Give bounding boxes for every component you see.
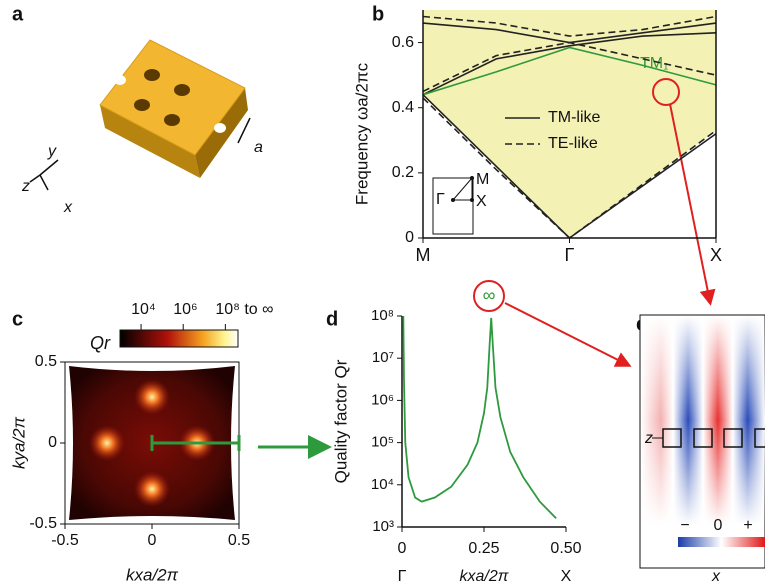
colorbar-label: + [743, 517, 752, 534]
y-tick-label: 0.4 [392, 99, 414, 116]
y-axis-label: kya/2π [9, 416, 28, 469]
colorbar-tick-label: 10⁸ to ∞ [215, 301, 273, 318]
y-tick-label: 0.2 [392, 164, 414, 181]
x-end-label: X [561, 568, 572, 585]
y-tick-label: 10⁸ [371, 307, 394, 324]
inset-label: X [476, 193, 487, 210]
y-tick-label: -0.5 [29, 515, 57, 532]
y-tick-label: 10⁶ [371, 391, 394, 408]
panel-label: c [12, 308, 23, 330]
x-tick-label: 0.5 [228, 532, 250, 549]
x-tick-label: 0 [398, 540, 407, 557]
y-tick-label: 0.5 [35, 353, 57, 370]
slab [30, 40, 250, 190]
figure: a b c d e y z x a Γ M X TM₁ z − 0 + x ∞ … [0, 0, 765, 588]
y-tick-label: 10⁵ [371, 434, 394, 451]
x-end-label: Γ [398, 568, 407, 585]
x-axis-label: kxa/2π [460, 568, 509, 585]
arrow [505, 303, 628, 365]
colorbar-label: − [680, 517, 689, 534]
panel-label: b [372, 3, 384, 25]
axis-label: x [711, 568, 721, 585]
y-axis-label: Quality factor Qr [331, 359, 350, 483]
heatmap-spot [134, 471, 170, 507]
legend-label: TM-like [548, 109, 601, 126]
legend-label: TE-like [548, 135, 598, 152]
y-tick-label: 10⁴ [371, 476, 394, 493]
axis-label: z [644, 430, 653, 447]
x-tick-label: 0 [148, 532, 157, 549]
panel-label: d [326, 308, 338, 330]
x-tick-label: 0.50 [550, 540, 581, 557]
x-tick-label: M [416, 245, 431, 265]
inset-label: M [476, 171, 489, 188]
y-axis-label: Frequency ωa/2πc [352, 62, 371, 205]
x-tick-label: 0.25 [468, 540, 499, 557]
axis-label: y [47, 143, 57, 160]
y-tick-label: 0.6 [392, 34, 414, 51]
heatmap-spot [89, 425, 125, 461]
heatmap-spot [134, 379, 170, 415]
x-tick-label: Γ [565, 245, 575, 265]
colorbar-label: 0 [714, 517, 723, 534]
colorbar-tick-label: 10⁶ [173, 301, 197, 318]
annotation: ∞ [483, 285, 496, 305]
inset-label: Γ [436, 191, 445, 208]
field-map [641, 316, 765, 524]
y-tick-label: 0 [48, 434, 57, 451]
axis-label: x [63, 199, 73, 216]
x-tick-label: -0.5 [51, 532, 79, 549]
colorbar-tick-label: 10⁴ [131, 301, 156, 318]
lattice-label: a [254, 139, 263, 156]
axis-label: z [21, 178, 30, 195]
y-tick-label: 10³ [372, 518, 394, 535]
q-curve [403, 316, 556, 518]
y-tick-label: 0 [405, 229, 414, 246]
y-tick-label: 10⁷ [372, 349, 394, 366]
colorbar [120, 330, 238, 347]
colorbar [678, 537, 765, 547]
panel-label: a [12, 3, 24, 25]
x-tick-label: X [710, 245, 722, 265]
colorbar-label: Qr [90, 333, 111, 353]
x-axis-label: kxa/2π [126, 565, 179, 584]
